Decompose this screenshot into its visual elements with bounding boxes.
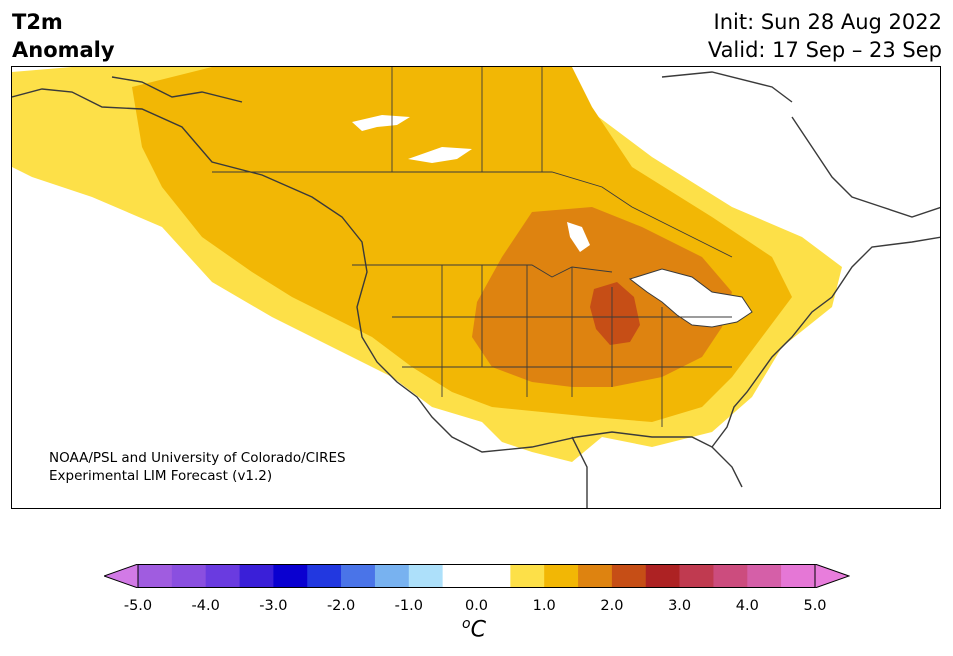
political-borders	[212, 67, 733, 427]
colorbar-extend-low	[104, 564, 139, 588]
colorbar-bin-11	[510, 564, 545, 588]
colorbar-bin-16	[679, 564, 714, 588]
great-lakes	[628, 268, 753, 328]
colorbar-bin-3	[239, 564, 274, 588]
anomaly-strongest-region	[590, 282, 640, 345]
unit-symbol: C	[470, 617, 486, 643]
map-title: T2m Anomaly	[12, 8, 115, 64]
colorbar-bin-0	[138, 564, 173, 588]
title-line-2: Anomaly	[12, 38, 115, 62]
colorbar-tick-label: 3.0	[668, 598, 692, 614]
colorbar-bin-1	[171, 564, 206, 588]
anomaly-moderate-region	[132, 67, 792, 422]
map-canvas	[12, 67, 940, 508]
colorbar-bin-17	[713, 564, 748, 588]
colorbar-bin-8	[408, 564, 443, 588]
colorbar-bin-6	[341, 564, 376, 588]
colorbar-bin-18	[747, 564, 782, 588]
init-date: Init: Sun 28 Aug 2022	[713, 10, 942, 34]
colorbar-tick-label: 2.0	[600, 598, 624, 614]
colorbar-bin-14	[611, 564, 647, 588]
credit-line-2: Experimental LIM Forecast (v1.2)	[49, 468, 273, 484]
lake	[567, 222, 590, 252]
colorbar-bin-9	[442, 564, 477, 588]
colorbar-tick-label: -4.0	[191, 598, 220, 614]
colorbar-bins	[138, 564, 816, 588]
colorbar-bin-13	[578, 564, 613, 588]
colorbar-bin-10	[476, 564, 511, 588]
unit-label: oC	[462, 616, 486, 642]
anomaly-map	[11, 66, 941, 509]
colorbar-tick-label: 4.0	[735, 598, 759, 614]
colorbar-bin-5	[307, 564, 342, 588]
colorbar-bin-7	[374, 564, 410, 588]
colorbar-bin-2	[205, 564, 240, 588]
degree-symbol: o	[462, 616, 471, 632]
colorbar-tick-label: -1.0	[394, 598, 423, 614]
colorbar-outline	[137, 564, 816, 588]
colorbar-tick-label: -3.0	[259, 598, 288, 614]
colorbar-tick-label: 0.0	[464, 598, 489, 614]
colorbar-bin-15	[645, 564, 680, 588]
colorbar-tick-label: -5.0	[123, 598, 153, 614]
coastline	[12, 71, 940, 508]
colorbar	[104, 564, 850, 588]
colorbar-tick-label: 5.0	[803, 598, 827, 614]
colorbar-bin-4	[273, 564, 308, 588]
colorbar-tick-label: -2.0	[326, 598, 356, 614]
colorbar-bin-12	[544, 564, 579, 588]
colorbar-bin-19	[781, 564, 816, 588]
valid-period: Valid: 17 Sep – 23 Sep	[707, 38, 942, 62]
credit-line-1: NOAA/PSL and University of Colorado/CIRE…	[49, 450, 346, 466]
colorbar-extend-high	[814, 564, 850, 588]
lake	[352, 115, 410, 131]
lake	[408, 147, 472, 163]
title-line-1: T2m	[12, 10, 63, 34]
colorbar-tick-label: 1.0	[532, 598, 556, 614]
forecast-dates: Init: Sun 28 Aug 2022 Valid: 17 Sep – 23…	[708, 8, 942, 64]
credit-text: NOAA/PSL and University of Colorado/CIRE…	[49, 449, 346, 485]
